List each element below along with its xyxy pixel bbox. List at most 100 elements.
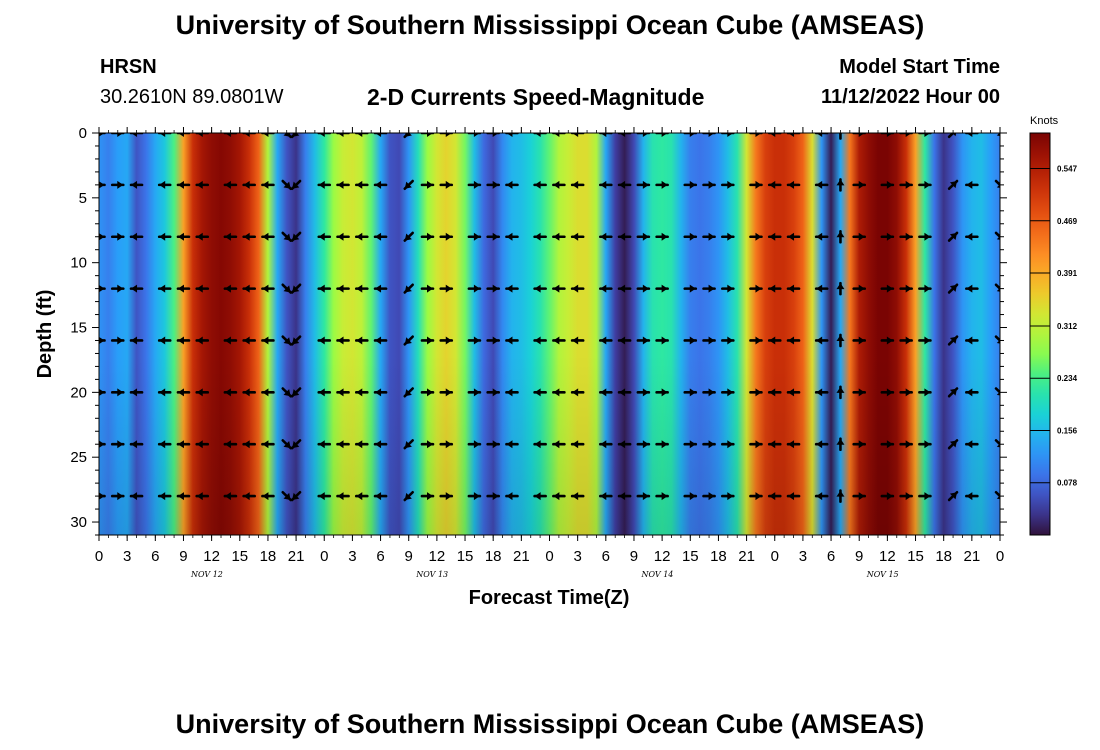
current-arrow (354, 180, 369, 189)
current-arrow (965, 133, 979, 137)
current-arrow (403, 133, 412, 139)
arrow-head (966, 492, 973, 501)
arrow-head (886, 232, 893, 241)
arrow-shaft (994, 179, 1000, 187)
arrow-head (473, 133, 480, 137)
current-arrow (852, 492, 867, 501)
current-arrow (899, 388, 913, 397)
current-arrow (261, 388, 275, 397)
arrow-head (600, 336, 607, 345)
arrow-head (262, 284, 269, 293)
x-tick-label: 12 (879, 548, 896, 565)
arrow-head (949, 336, 958, 344)
arrow-head (836, 386, 845, 393)
current-arrow (99, 284, 106, 293)
current-arrow (467, 133, 482, 137)
current-arrow (129, 284, 144, 293)
arrow-head (966, 180, 973, 189)
current-arrow (439, 388, 454, 397)
arrow-head (262, 232, 269, 241)
current-arrow (336, 336, 350, 345)
current-arrow (683, 232, 698, 241)
arrow-head (966, 388, 973, 397)
current-arrow (852, 133, 867, 137)
current-arrow (655, 336, 669, 345)
current-arrow (994, 179, 1000, 188)
arrow-head (337, 440, 344, 449)
arrow-head (445, 388, 452, 397)
current-arrow (317, 180, 332, 189)
current-arrow (439, 492, 454, 501)
current-arrow (552, 180, 566, 189)
arrow-head (318, 284, 325, 293)
arrow-head (996, 495, 1000, 500)
current-arrow (721, 336, 735, 345)
current-arrow (157, 440, 172, 449)
arrow-head (924, 133, 931, 137)
arrow-head (886, 440, 893, 449)
current-arrow (110, 232, 125, 241)
arrow-head (224, 388, 231, 397)
current-arrow (373, 492, 388, 501)
colorbar-tick-label: 0.156 (1057, 426, 1078, 435)
current-arrow (721, 284, 735, 293)
arrow-head (534, 388, 541, 397)
arrow-head (966, 232, 973, 241)
current-arrow (336, 180, 350, 189)
current-arrow (852, 336, 867, 345)
arrow-head (426, 284, 433, 293)
arrow-head (755, 388, 762, 397)
arrow-head (905, 180, 912, 189)
x-tick-label: 18 (485, 548, 502, 565)
arrow-head (949, 181, 958, 189)
arrow-head (404, 285, 412, 293)
arrow-head (553, 284, 560, 293)
arrow-head (99, 133, 105, 137)
arrow-head (816, 133, 823, 137)
arrow-head (117, 492, 124, 501)
arrow-head (177, 232, 184, 241)
current-arrow (373, 440, 388, 449)
current-arrow (947, 133, 957, 139)
current-arrow (281, 231, 292, 242)
current-arrow (749, 492, 763, 501)
chart-title: University of Southern Mississippi Ocean… (175, 10, 925, 40)
current-arrow (636, 180, 651, 189)
current-arrow (486, 388, 500, 397)
arrow-head (117, 180, 124, 189)
x-tick-label: 9 (630, 548, 638, 565)
arrow-head (318, 232, 325, 241)
current-arrow (617, 388, 632, 397)
current-arrow (242, 336, 256, 345)
current-arrow (467, 232, 482, 241)
arrow-head (924, 388, 931, 397)
arrow-head (292, 233, 300, 241)
x-tick-label: 18 (710, 548, 727, 565)
footer-title: University of Southern Mississippi Ocean… (175, 709, 925, 739)
current-arrow (317, 284, 332, 293)
current-arrow (99, 133, 106, 137)
current-arrow (317, 440, 332, 449)
arrow-head (689, 388, 696, 397)
current-arrow (373, 336, 388, 345)
current-arrow (552, 133, 566, 137)
colorbar-tick-label: 0.391 (1057, 269, 1078, 278)
day-label: NOV 12 (190, 570, 223, 579)
arrow-head (356, 232, 363, 241)
current-arrow (110, 492, 125, 501)
current-arrow (749, 336, 763, 345)
arrow-head (292, 337, 300, 345)
current-arrow (242, 492, 256, 501)
arrow-head (224, 440, 231, 449)
arrow-head (473, 388, 480, 397)
arrow-head (619, 180, 626, 189)
current-arrow (533, 232, 547, 241)
current-arrow (467, 284, 482, 293)
current-arrow (354, 336, 369, 345)
arrow-head (600, 492, 607, 501)
arrow-head (708, 133, 715, 137)
arrow-head (858, 232, 865, 241)
current-arrow (505, 388, 519, 397)
current-arrow (336, 440, 350, 449)
current-arrow (702, 388, 716, 397)
